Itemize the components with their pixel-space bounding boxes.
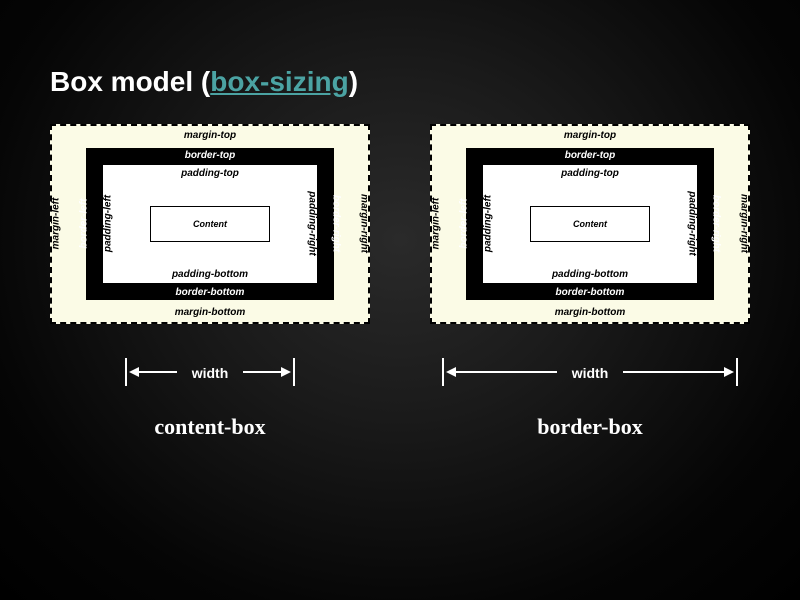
content-layer: Content <box>150 206 270 242</box>
width-line <box>137 371 177 373</box>
label-border-left: border-left <box>79 174 90 274</box>
diagram-row: Content margin-top margin-bottom border-… <box>50 124 750 440</box>
border-box-panel: Content margin-top margin-bottom border-… <box>430 124 750 440</box>
label-margin-top: margin-top <box>50 130 370 141</box>
width-line <box>454 371 557 373</box>
label-margin-right: margin-right <box>359 174 370 274</box>
label-border-left: border-left <box>459 174 470 274</box>
label-padding-bottom: padding-bottom <box>482 269 698 280</box>
label-margin-left: margin-left <box>51 174 62 274</box>
tick-left <box>442 358 444 386</box>
label-border-top: border-top <box>466 150 714 161</box>
box-model-diagram: Content margin-top margin-bottom border-… <box>50 124 370 324</box>
label-border-right: border-right <box>711 174 722 274</box>
caption-border-box: border-box <box>537 414 643 440</box>
label-border-bottom: border-bottom <box>86 287 334 298</box>
label-margin-bottom: margin-bottom <box>50 307 370 318</box>
width-line <box>623 371 726 373</box>
content-box-panel: Content margin-top margin-bottom border-… <box>50 124 370 440</box>
label-border-bottom: border-bottom <box>466 287 714 298</box>
width-line <box>243 371 283 373</box>
label-border-top: border-top <box>86 150 334 161</box>
label-margin-right: margin-right <box>739 174 750 274</box>
tick-left <box>125 358 127 386</box>
label-padding-bottom: padding-bottom <box>102 269 318 280</box>
width-indicator: width <box>50 362 370 384</box>
label-margin-top: margin-top <box>430 130 750 141</box>
width-indicator: width <box>430 362 750 384</box>
box-model-diagram: Content margin-top margin-bottom border-… <box>430 124 750 324</box>
label-padding-left: padding-left <box>483 174 494 274</box>
label-padding-left: padding-left <box>103 174 114 274</box>
tick-right <box>736 358 738 386</box>
arrow-right-icon <box>281 367 291 377</box>
label-margin-left: margin-left <box>431 174 442 274</box>
slide-title: Box model (box-sizing) <box>50 66 750 98</box>
label-padding-top: padding-top <box>102 168 318 179</box>
tick-right <box>293 358 295 386</box>
width-label: width <box>186 365 235 381</box>
content-layer: Content <box>530 206 650 242</box>
label-margin-bottom: margin-bottom <box>430 307 750 318</box>
arrow-right-icon <box>724 367 734 377</box>
label-padding-top: padding-top <box>482 168 698 179</box>
label-padding-right: padding-right <box>307 174 318 274</box>
label-padding-right: padding-right <box>687 174 698 274</box>
title-prefix: Box model ( <box>50 66 210 97</box>
width-label: width <box>566 365 615 381</box>
caption-content-box: content-box <box>154 414 265 440</box>
title-suffix: ) <box>349 66 358 97</box>
label-border-right: border-right <box>331 174 342 274</box>
slide: Box model (box-sizing) Content margin-to… <box>0 0 800 440</box>
box-sizing-link[interactable]: box-sizing <box>210 66 348 97</box>
